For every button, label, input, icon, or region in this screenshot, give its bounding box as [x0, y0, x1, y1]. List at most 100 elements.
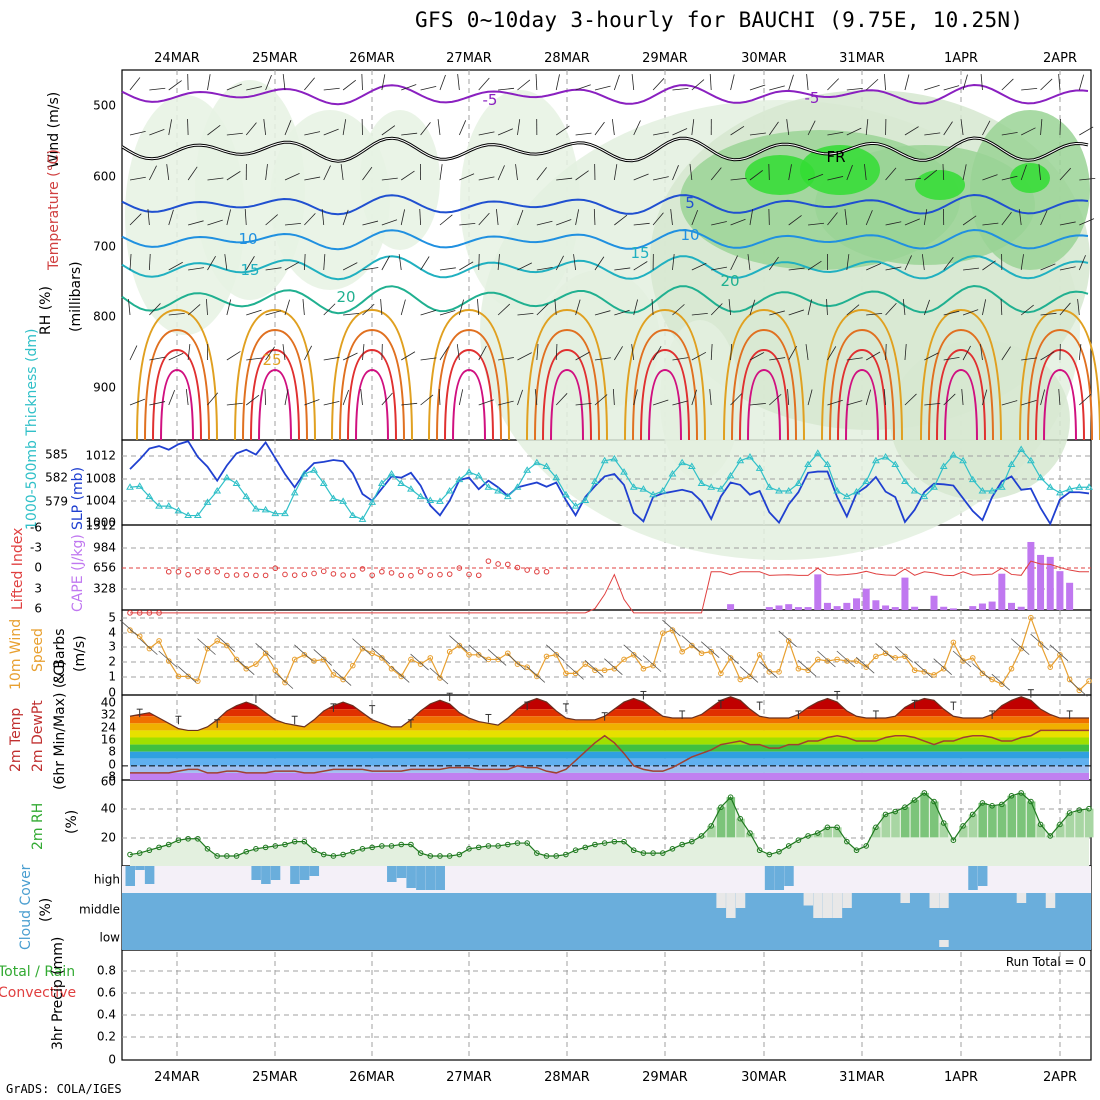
rh2m-point — [408, 841, 414, 848]
wind-barb — [1059, 302, 1071, 316]
wind-barb — [691, 351, 707, 361]
thickness-point — [600, 456, 609, 464]
wind-barb — [982, 299, 987, 316]
wind-barb — [304, 176, 321, 181]
cape-bar — [853, 598, 861, 610]
wind-barb — [517, 79, 531, 91]
temp-arch — [152, 348, 202, 441]
thickness-point — [319, 479, 328, 486]
wind-barb — [865, 119, 869, 136]
wind-barb — [554, 299, 557, 316]
wind-barb — [769, 121, 779, 136]
cloud-high-bar — [270, 866, 281, 880]
wind10-barb — [894, 646, 914, 663]
wind10-point — [253, 661, 259, 667]
wind-barb — [188, 267, 205, 271]
rh2m-point — [466, 846, 472, 852]
cloud-high-bar — [290, 866, 300, 884]
wind-barb — [166, 164, 170, 181]
thickness-point — [562, 490, 570, 498]
temp-arch — [339, 328, 405, 441]
wind10-point — [640, 665, 647, 672]
rh2m-fill — [1007, 795, 1017, 838]
wind-barb — [787, 389, 790, 406]
wind10-point — [466, 652, 472, 658]
thickness-point — [949, 451, 958, 458]
temp2m-label-b: 2m DewPt — [30, 700, 46, 772]
pressure-tick: 900 — [93, 381, 116, 395]
wind10-barb — [739, 666, 759, 683]
wind10-point — [844, 658, 850, 664]
wind-barb — [362, 303, 375, 316]
temp-arch — [1043, 368, 1077, 441]
wind10-barb — [119, 619, 139, 637]
wind-barb — [885, 343, 887, 361]
wind-barb — [284, 299, 290, 316]
cloud-middle-gap — [900, 893, 910, 903]
temp-contour-label: 20 — [720, 272, 739, 290]
wind10-point — [417, 661, 424, 667]
thickness-point — [1026, 456, 1035, 464]
wind-barb — [265, 214, 278, 226]
wind-barb — [207, 74, 211, 91]
pressure-tick: 700 — [93, 240, 116, 254]
wind-barb — [1059, 221, 1076, 226]
rh2m-point — [127, 851, 133, 858]
wind-barb — [788, 309, 805, 316]
wind-barb — [865, 210, 873, 226]
wind10-point — [863, 664, 870, 670]
wind10-point — [282, 679, 288, 686]
wind-barb — [962, 345, 971, 361]
wind-barb — [515, 164, 518, 181]
wind-barb — [400, 209, 406, 226]
rh2m-point — [1086, 805, 1092, 812]
cape-bar — [901, 577, 909, 610]
temp2m-line — [129, 696, 1089, 732]
temp-arch — [355, 368, 389, 441]
wind-barb — [207, 392, 219, 406]
temp-arch — [821, 308, 903, 441]
wind-barb — [982, 222, 999, 226]
rh2m-point — [514, 840, 521, 846]
wind-barb — [381, 255, 390, 271]
wind10-barb — [914, 661, 933, 679]
thickness-point — [571, 502, 580, 509]
rh2m-point — [873, 824, 879, 831]
rh2m-fill — [833, 827, 842, 838]
rh2m-tick: 40 — [101, 802, 116, 816]
thickness-point — [436, 497, 444, 504]
slp-tick: 1012 — [85, 449, 116, 463]
cape-bar — [814, 574, 822, 610]
wind-barb — [1040, 78, 1053, 91]
temp-arch — [747, 368, 781, 441]
wind-barb — [459, 173, 475, 181]
wind-barb — [340, 164, 344, 181]
wind10-point — [320, 656, 327, 663]
thickness-point — [465, 468, 473, 475]
thickness-point — [930, 483, 938, 490]
wind10-point — [514, 661, 521, 667]
wind-barb — [302, 299, 305, 316]
rh2m-point — [1057, 821, 1063, 828]
precip-tick: 0.6 — [97, 986, 116, 1000]
wind-barb — [612, 389, 615, 406]
cloud-level-label: high — [94, 873, 120, 887]
wind-barb — [575, 351, 590, 361]
rh2m-point — [679, 841, 685, 848]
thickness-point — [620, 468, 628, 475]
temp-arch — [160, 368, 194, 441]
wind-barb — [923, 209, 928, 226]
thickness-point — [252, 504, 260, 512]
rh2m-point — [902, 804, 908, 811]
wind-barb — [168, 261, 183, 271]
wind-barb — [730, 218, 746, 226]
wind10-point — [989, 676, 995, 683]
wind-barb — [458, 299, 464, 316]
li-point — [524, 567, 530, 573]
wind-barb — [226, 171, 241, 181]
rh2m-label-a: 2m RH — [30, 803, 46, 850]
wind-barb — [652, 78, 665, 91]
wind-barb — [711, 266, 728, 271]
wind10-label-b: Speed — [30, 628, 46, 672]
rh2m-point — [999, 801, 1005, 808]
